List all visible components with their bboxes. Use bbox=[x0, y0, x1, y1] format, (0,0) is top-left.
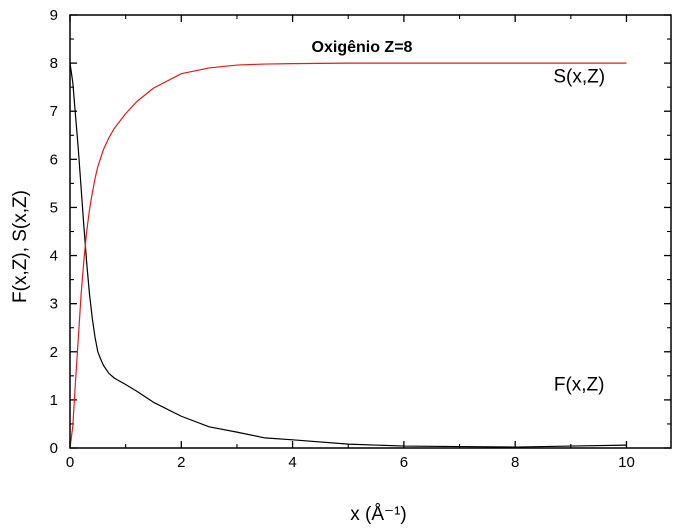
y-tick-label: 6 bbox=[50, 151, 58, 168]
series-layer bbox=[69, 62, 627, 449]
y-tick-label: 2 bbox=[50, 344, 58, 361]
x-tick-label: 8 bbox=[511, 454, 519, 471]
annotation-layer: S(x,Z) F(x,Z) bbox=[553, 66, 605, 395]
plot-frame bbox=[69, 14, 672, 449]
x-axis-label: x (Å⁻¹) bbox=[350, 504, 406, 525]
y-tick-label: 9 bbox=[50, 7, 58, 24]
x-tick-label: 6 bbox=[400, 454, 408, 471]
series-annotation: S(x,Z) bbox=[553, 66, 605, 87]
y-axis-label: F(x,Z), S(x,Z) bbox=[10, 190, 31, 303]
x-tick-label: 0 bbox=[66, 454, 74, 471]
chart-title: Oxigênio Z=8 bbox=[312, 39, 413, 56]
x-tick-label: 2 bbox=[177, 454, 185, 471]
y-tick-label: 3 bbox=[50, 296, 58, 313]
y-tick-label: 4 bbox=[50, 248, 58, 265]
y-tick-label: 8 bbox=[50, 55, 58, 72]
series-annotation: F(x,Z) bbox=[554, 374, 605, 395]
series-line-f-x-z bbox=[69, 63, 627, 448]
x-tick-label: 10 bbox=[618, 454, 635, 471]
y-tick-label: 1 bbox=[50, 392, 58, 409]
y-tick-label: 7 bbox=[50, 103, 58, 120]
y-tick-label: 5 bbox=[50, 199, 58, 216]
x-tick-label: 4 bbox=[288, 454, 296, 471]
y-tick-label: 0 bbox=[50, 440, 58, 457]
series-line-s-x-z bbox=[69, 62, 627, 449]
